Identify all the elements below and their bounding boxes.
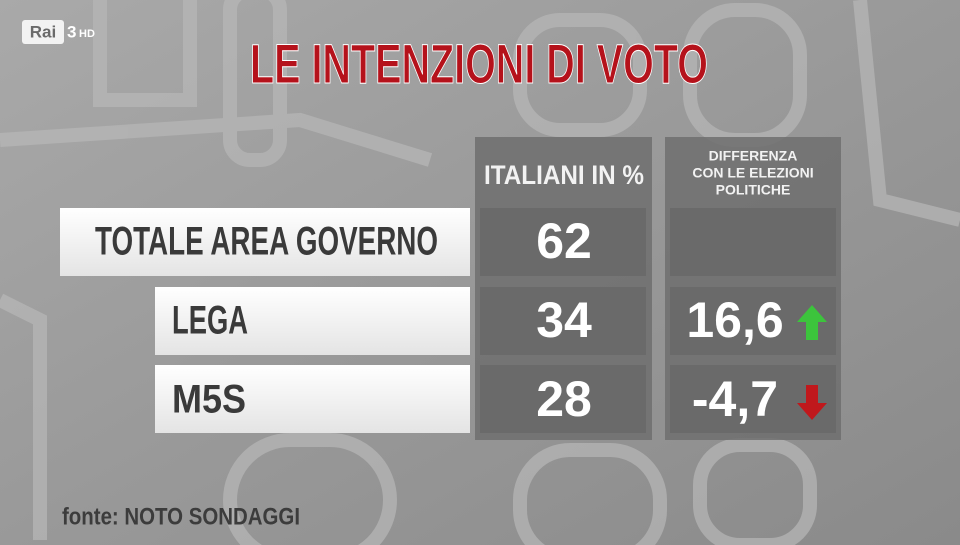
row-value: 62	[536, 213, 592, 269]
row-label: M5S	[172, 378, 246, 422]
row-bar	[60, 208, 470, 276]
logo-box	[22, 20, 64, 44]
logo-quality: HD	[79, 28, 95, 40]
row-difference: 16,6	[686, 292, 783, 348]
channel-logo: Rai 3 HD	[22, 20, 95, 44]
cell	[480, 208, 646, 276]
row-value: 28	[536, 371, 592, 427]
column-header-line: DIFFERENZA	[709, 148, 798, 164]
column-header-line: POLITICHE	[716, 182, 791, 198]
logo-channel: 3	[67, 22, 76, 41]
source: fonte: NOTO SONDAGGI	[62, 503, 300, 530]
arrow-up	[797, 305, 827, 340]
cell	[670, 208, 836, 276]
cell	[480, 365, 646, 433]
column-header-line: CON LE ELEZIONI	[692, 165, 813, 181]
row-bar	[155, 287, 470, 355]
title: LE INTENZIONI DI VOTO	[250, 32, 708, 95]
row-label: TOTALE AREA GOVERNO	[95, 220, 438, 264]
row-difference: -4,7	[692, 371, 778, 427]
column-header: ITALIANI IN %	[484, 160, 644, 190]
cell	[480, 287, 646, 355]
arrow-down	[797, 385, 827, 420]
row-bar	[155, 365, 470, 433]
logo-brand: Rai	[30, 22, 56, 41]
row-value: 34	[536, 292, 592, 348]
row-label: LEGA	[172, 299, 248, 343]
